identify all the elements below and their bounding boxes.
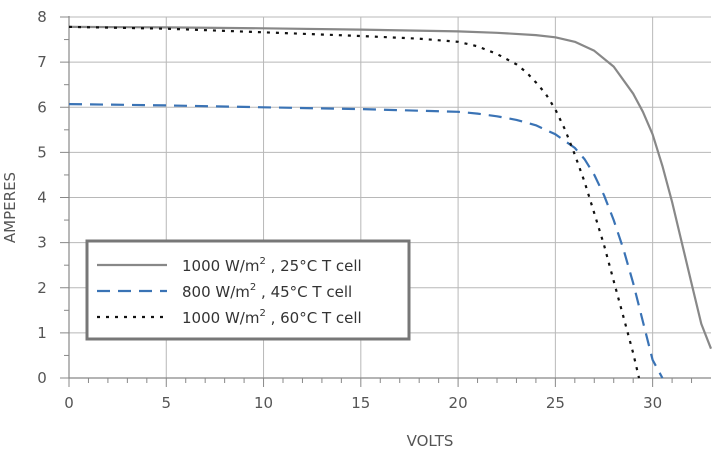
legend-label-3: 1000 W/m2 , 60°C T cell (182, 308, 362, 327)
y-axis-ticks: 0 1 2 3 4 5 6 7 8 (37, 8, 69, 387)
legend-label-1: 1000 W/m2 , 25°C T cell (182, 256, 362, 275)
series-layer (68, 25, 713, 379)
series-line-2 (68, 103, 664, 379)
y-tick-label: 7 (37, 53, 47, 71)
y-tick-label: 1 (37, 324, 47, 342)
series-line-3 (68, 25, 641, 379)
x-axis-ticks: 0 5 10 15 20 25 30 (64, 378, 662, 412)
x-tick-label: 20 (449, 394, 468, 412)
legend: 1000 W/m2 , 25°C T cell 800 W/m2 , 45°C T… (85, 239, 411, 341)
y-tick-label: 5 (37, 143, 47, 161)
y-tick-label: 8 (37, 8, 47, 26)
x-axis-title: VOLTS (407, 432, 454, 450)
y-tick-label: 6 (37, 98, 47, 116)
y-tick-label: 3 (37, 234, 47, 252)
y-axis-title: AMPERES (1, 172, 19, 243)
x-tick-label: 25 (546, 394, 565, 412)
x-tick-label: 5 (161, 394, 171, 412)
y-tick-label: 4 (37, 189, 47, 207)
x-tick-label: 0 (64, 394, 74, 412)
series-line-1 (68, 25, 713, 350)
x-tick-label: 30 (643, 394, 662, 412)
y-tick-label: 2 (37, 279, 47, 297)
y-tick-label: 0 (37, 369, 47, 387)
x-tick-label: 10 (254, 394, 273, 412)
legend-label-2: 800 W/m2 , 45°C T cell (182, 282, 352, 301)
x-tick-label: 15 (351, 394, 370, 412)
